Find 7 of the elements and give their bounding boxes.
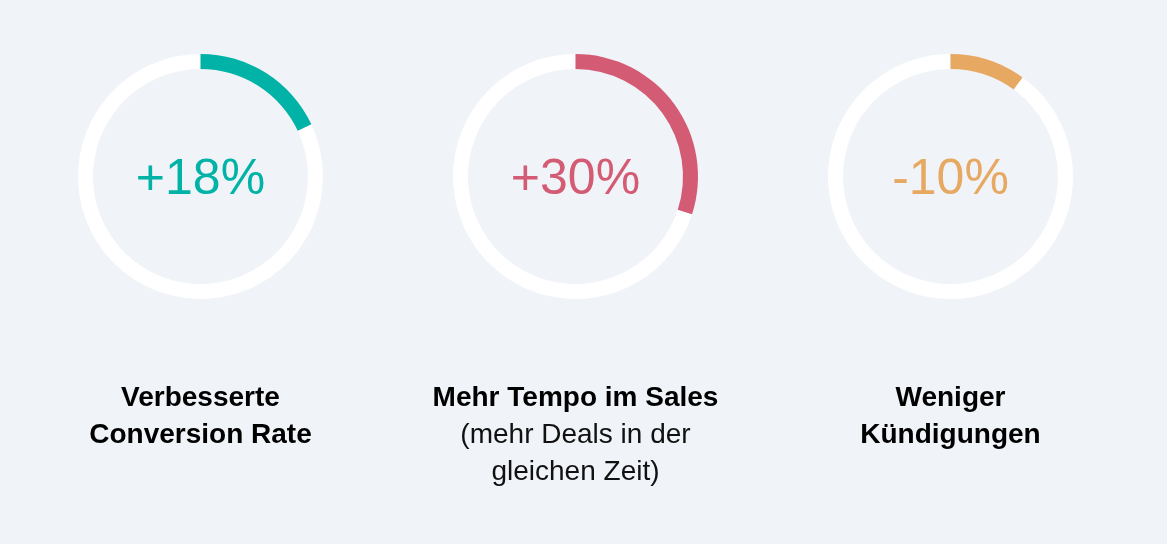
text: -10%: [892, 148, 1009, 205]
text: Weniger Kündigungen: [860, 380, 1041, 449]
text: +30%: [510, 148, 641, 205]
text: (mehr Deals in der gleichen Zeit): [460, 417, 691, 486]
text: Verbesserte Conversion Rate: [89, 380, 312, 449]
text: Mehr Tempo im Sales: [432, 380, 719, 412]
text: +18%: [135, 148, 266, 205]
